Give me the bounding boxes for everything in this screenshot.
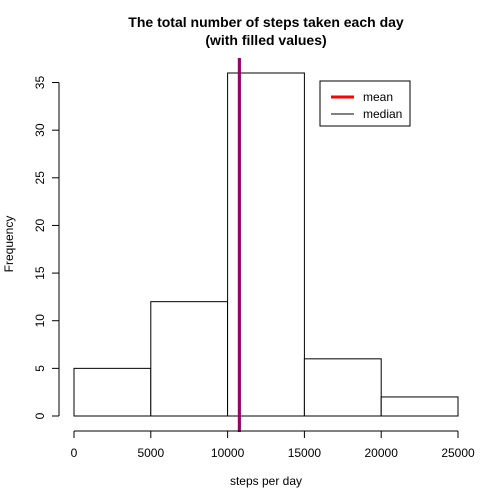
y-tick-label-6: 30 [33, 123, 47, 137]
x-tick-label-5: 25000 [441, 446, 475, 460]
x-tick-label-0: 0 [71, 446, 78, 460]
y-axis-label: Frequency [2, 216, 16, 273]
x-tick-label-4: 20000 [365, 446, 399, 460]
y-tick-label-5: 25 [33, 171, 47, 185]
legend-median-label: median [363, 107, 402, 121]
x-tick-label-2: 10000 [211, 446, 245, 460]
y-tick-label-2: 10 [33, 314, 47, 328]
histogram-bar-1 [150, 301, 229, 417]
histogram-bar-3 [303, 358, 382, 417]
y-tick-label-4: 20 [33, 218, 47, 232]
y-tick-label-3: 15 [33, 266, 47, 280]
chart-title-line-2: (with filled values) [205, 32, 326, 48]
y-tick-label-7: 35 [33, 76, 47, 90]
x-tick-label-1: 5000 [137, 446, 164, 460]
x-tick-label-3: 15000 [288, 446, 322, 460]
chart-title-line-1: The total number of steps taken each day [128, 14, 404, 30]
x-axis-label: steps per day [230, 474, 302, 488]
histogram-bar-4 [380, 396, 459, 417]
y-tick-label-1: 5 [33, 365, 47, 372]
legend-mean-label: mean [363, 90, 393, 104]
legend-box [319, 80, 411, 127]
histogram-bar-0 [73, 367, 152, 417]
x-axis: 0 5000 10000 15000 20000 25000 [71, 430, 475, 460]
legend: mean median [319, 80, 411, 127]
y-tick-label-0: 0 [33, 412, 47, 419]
histogram-bars [73, 72, 459, 417]
y-axis: 0 5 10 15 20 25 30 35 [33, 76, 60, 419]
